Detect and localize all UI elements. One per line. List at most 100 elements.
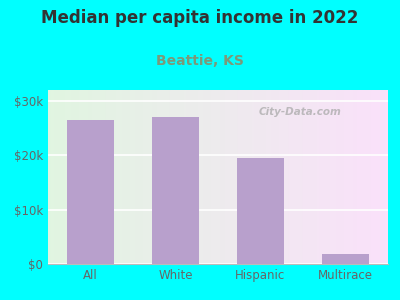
Bar xyxy=(282,90,286,264)
Text: Median per capita income in 2022: Median per capita income in 2022 xyxy=(41,9,359,27)
Bar xyxy=(374,90,378,264)
Bar xyxy=(62,90,65,264)
Bar xyxy=(242,90,245,264)
Bar xyxy=(123,90,126,264)
Bar xyxy=(187,90,191,264)
Bar xyxy=(330,90,334,264)
Bar xyxy=(170,90,174,264)
Bar xyxy=(119,90,123,264)
Bar xyxy=(238,90,242,264)
Bar xyxy=(140,90,143,264)
Bar xyxy=(286,90,289,264)
Bar xyxy=(146,90,150,264)
Bar xyxy=(262,90,266,264)
Bar xyxy=(65,90,68,264)
Bar xyxy=(222,90,225,264)
Text: Beattie, KS: Beattie, KS xyxy=(156,54,244,68)
Bar xyxy=(51,90,55,264)
Bar xyxy=(164,90,167,264)
Bar xyxy=(256,90,259,264)
Bar xyxy=(181,90,184,264)
Bar xyxy=(126,90,130,264)
Bar xyxy=(385,90,388,264)
Bar xyxy=(82,90,86,264)
Bar xyxy=(92,90,96,264)
Bar xyxy=(113,90,116,264)
Bar xyxy=(96,90,99,264)
Bar xyxy=(259,90,262,264)
Bar xyxy=(68,90,72,264)
Bar xyxy=(361,90,364,264)
Text: City-Data.com: City-Data.com xyxy=(259,107,342,117)
Bar xyxy=(157,90,160,264)
Bar xyxy=(245,90,249,264)
Bar xyxy=(313,90,317,264)
Bar xyxy=(269,90,272,264)
Bar xyxy=(252,90,256,264)
Bar xyxy=(368,90,371,264)
Bar xyxy=(249,90,252,264)
Bar xyxy=(300,90,303,264)
Bar xyxy=(303,90,306,264)
Bar xyxy=(58,90,62,264)
Bar xyxy=(167,90,170,264)
Bar xyxy=(130,90,133,264)
Bar xyxy=(154,90,157,264)
Bar xyxy=(340,90,344,264)
Bar xyxy=(272,90,276,264)
Bar xyxy=(109,90,113,264)
Bar xyxy=(204,90,208,264)
Bar xyxy=(174,90,177,264)
Bar xyxy=(86,90,89,264)
Bar xyxy=(106,90,109,264)
Bar xyxy=(201,90,204,264)
Bar xyxy=(371,90,374,264)
Bar xyxy=(350,90,354,264)
Bar xyxy=(225,90,228,264)
Bar xyxy=(358,90,361,264)
Bar xyxy=(72,90,75,264)
Bar xyxy=(276,90,279,264)
Bar xyxy=(184,90,187,264)
Bar xyxy=(89,90,92,264)
Bar xyxy=(211,90,214,264)
Bar xyxy=(344,90,347,264)
Bar xyxy=(320,90,323,264)
Bar xyxy=(364,90,368,264)
Bar xyxy=(48,90,51,264)
Bar xyxy=(55,90,58,264)
Bar xyxy=(354,90,358,264)
Bar xyxy=(99,90,102,264)
Bar xyxy=(310,90,313,264)
Bar xyxy=(78,90,82,264)
Bar xyxy=(214,90,218,264)
Bar xyxy=(133,90,136,264)
Bar xyxy=(152,117,199,264)
Bar xyxy=(266,90,269,264)
Bar xyxy=(208,90,211,264)
Bar xyxy=(232,90,235,264)
Bar xyxy=(347,90,350,264)
Bar xyxy=(293,90,296,264)
Bar xyxy=(237,158,284,264)
Bar xyxy=(381,90,384,264)
Bar xyxy=(327,90,330,264)
Bar xyxy=(116,90,120,264)
Bar xyxy=(289,90,293,264)
Bar xyxy=(378,90,381,264)
Bar xyxy=(136,90,140,264)
Bar xyxy=(191,90,194,264)
Bar xyxy=(317,90,320,264)
Bar xyxy=(177,90,181,264)
Bar xyxy=(218,90,222,264)
Bar xyxy=(75,90,78,264)
Bar xyxy=(102,90,106,264)
Bar xyxy=(322,254,369,264)
Bar xyxy=(143,90,146,264)
Bar xyxy=(235,90,238,264)
Bar xyxy=(334,90,337,264)
Bar xyxy=(194,90,198,264)
Bar xyxy=(324,90,327,264)
Bar xyxy=(296,90,300,264)
Bar xyxy=(198,90,201,264)
